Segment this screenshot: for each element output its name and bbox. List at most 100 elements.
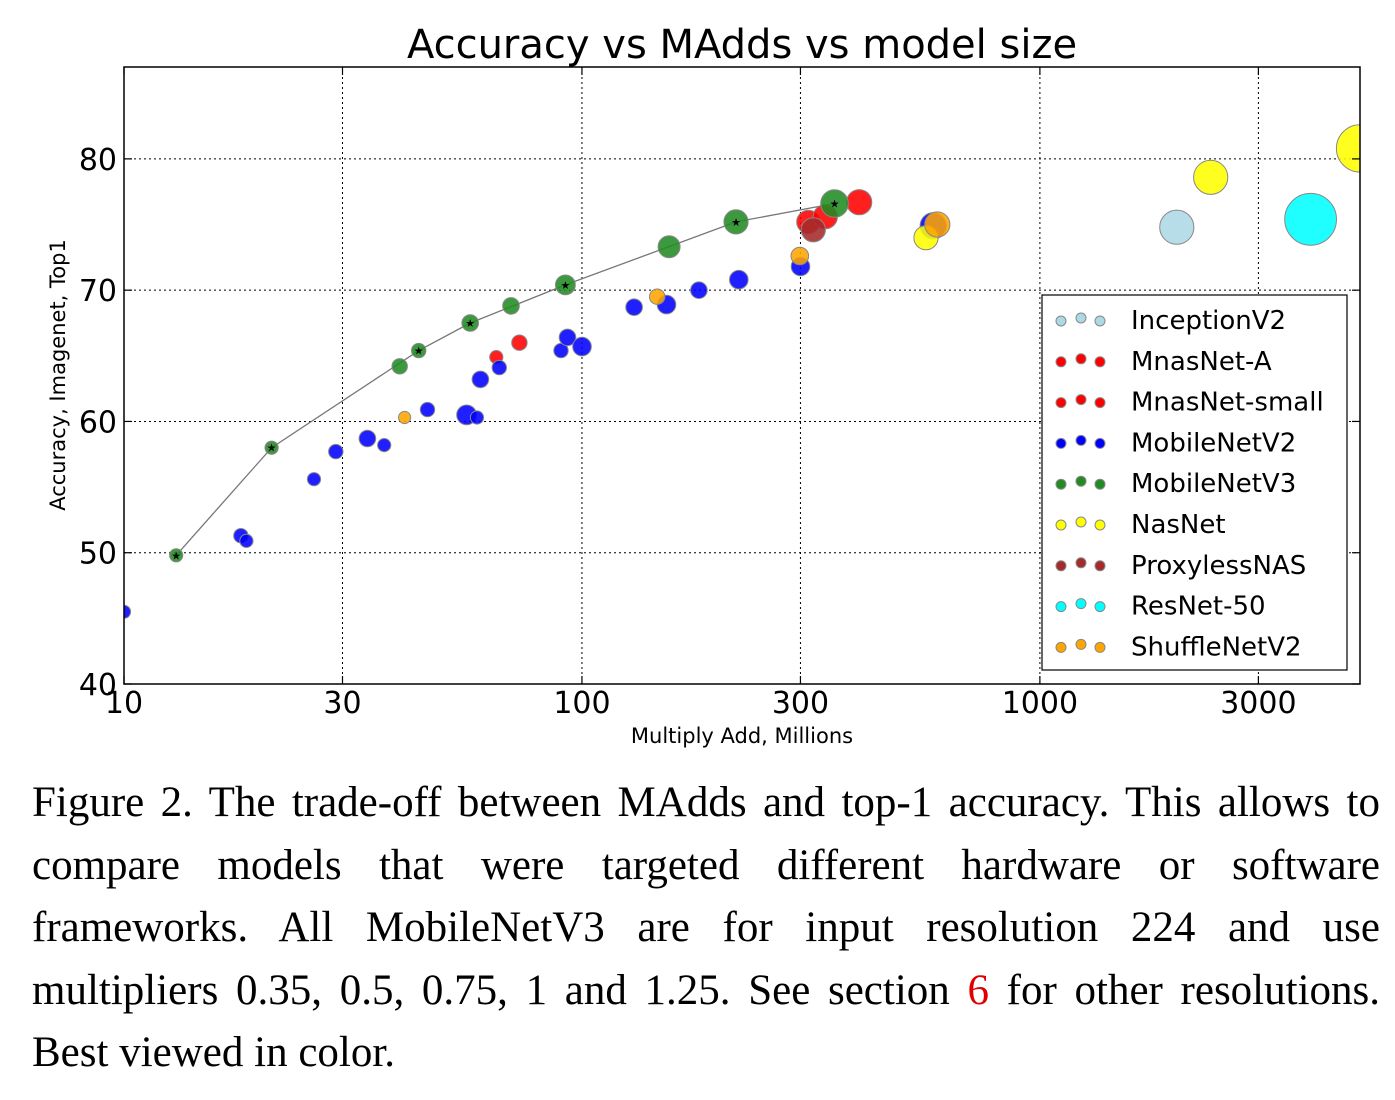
legend-entry: MobileNetV3 xyxy=(1055,469,1296,499)
mobilenetv3-frontier-line xyxy=(175,202,835,556)
point-mobilenetv3 xyxy=(169,548,184,563)
x-tick-label: 10 xyxy=(105,686,143,721)
y-tick-label: 40 xyxy=(79,668,117,703)
legend-marker xyxy=(1094,560,1106,572)
section-reference-link[interactable]: 6 xyxy=(967,966,989,1014)
point-mobilenetv2 xyxy=(553,342,569,359)
y-tick-label: 80 xyxy=(79,143,117,178)
point-mobilenetv2 xyxy=(729,269,749,290)
x-tick-label: 30 xyxy=(323,686,361,721)
caption-text: Figure 2. The trade-off between MAdds an… xyxy=(32,779,1380,1014)
x-tick-label: 300 xyxy=(772,686,829,721)
legend-label: ResNet-50 xyxy=(1131,592,1266,622)
legend-entry: MnasNet-A xyxy=(1055,347,1272,377)
point-shufflenetv2 xyxy=(398,410,412,425)
legend-marker xyxy=(1094,601,1106,613)
legend-marker xyxy=(1075,312,1087,324)
legend-marker xyxy=(1055,478,1067,490)
legend-marker xyxy=(1055,315,1067,327)
point-proxylessnas xyxy=(800,217,826,243)
frontier-star-marker: ★ xyxy=(560,279,570,292)
point-shufflenetv2 xyxy=(790,246,810,266)
legend-marker xyxy=(1094,641,1106,653)
axis-ticks: 10 30 100 300 1000 3000 40 50 60 70 80 xyxy=(79,67,1360,721)
legend-marker xyxy=(1075,434,1087,446)
legend-label: NasNet xyxy=(1131,510,1226,540)
legend: InceptionV2 MnasNet-A MnasNet-small MobileN… xyxy=(1041,294,1348,671)
legend-entry: ShuffleNetV2 xyxy=(1055,632,1302,662)
legend-marker xyxy=(1055,601,1067,613)
y-tick-label: 70 xyxy=(79,274,117,309)
point-mobilenetv3 xyxy=(502,297,520,315)
point-mobilenetv2 xyxy=(328,443,344,460)
point-mobilenetv2 xyxy=(469,410,485,425)
legend-entry: MobileNetV2 xyxy=(1055,428,1296,458)
plot-area-frame xyxy=(123,66,1361,685)
legend-label: MobileNetV3 xyxy=(1131,469,1296,499)
legend-entry: InceptionV2 xyxy=(1055,306,1286,336)
caption-text-end: for other resolutions. Best viewed in co… xyxy=(32,966,1380,1077)
point-mobilenetv2 xyxy=(239,533,254,549)
legend-marker xyxy=(1075,557,1087,569)
legend-marker xyxy=(1075,353,1087,365)
x-axis-label: Multiply Add, Millions xyxy=(631,724,853,748)
point-mobilenetv3 xyxy=(657,235,681,259)
frontier-star-marker: ★ xyxy=(414,345,424,358)
frontier-star-marker: ★ xyxy=(171,549,181,562)
legend-label: MnasNet-A xyxy=(1131,347,1272,377)
y-tick-label: 50 xyxy=(79,537,117,572)
legend-entry: NasNet xyxy=(1055,510,1226,540)
point-mobilenetv3 xyxy=(555,274,576,296)
point-mobilenetv2 xyxy=(419,401,436,418)
point-nasnet xyxy=(1335,124,1360,173)
point-mobilenetv3 xyxy=(264,440,279,455)
legend-marker xyxy=(1075,394,1087,406)
legend-marker xyxy=(1094,437,1106,449)
legend-label: InceptionV2 xyxy=(1131,306,1286,336)
point-resnet-50 xyxy=(1284,192,1337,246)
legend-marker xyxy=(1055,641,1067,653)
x-tick-label: 3000 xyxy=(1220,686,1296,721)
legend-marker xyxy=(1075,598,1087,610)
point-mobilenetv3 xyxy=(461,314,480,332)
point-mobilenetv2 xyxy=(690,281,708,300)
legend-label: MobileNetV2 xyxy=(1131,428,1296,458)
frontier-star-marker: ★ xyxy=(830,198,840,211)
chart: Accuracy vs MAdds vs model size ★★★★★★★ … xyxy=(46,22,1361,748)
y-tick-label: 60 xyxy=(79,405,117,440)
point-mobilenetv2 xyxy=(491,359,507,376)
legend-entry: ProxylessNAS xyxy=(1055,551,1306,581)
legend-label: MnasNet-small xyxy=(1131,388,1324,418)
legend-marker xyxy=(1055,356,1067,368)
point-shufflenetv2 xyxy=(649,288,666,305)
frontier-star-marker: ★ xyxy=(731,216,741,229)
legend-marker xyxy=(1094,478,1106,490)
figure-caption: Figure 2. The trade-off between MAdds an… xyxy=(32,772,1380,1085)
legend-label: ShuffleNetV2 xyxy=(1131,632,1302,662)
legend-marker xyxy=(1055,437,1067,449)
legend-marker xyxy=(1075,475,1087,487)
point-mobilenetv2 xyxy=(558,328,577,347)
legend-marker xyxy=(1075,638,1087,650)
legend-marker xyxy=(1094,315,1106,327)
point-mnasnet-a xyxy=(846,189,873,216)
legend-marker xyxy=(1094,356,1106,368)
legend-marker xyxy=(1094,519,1106,531)
legend-marker xyxy=(1055,519,1067,531)
legend-marker xyxy=(1055,397,1067,409)
frontier-line-layer xyxy=(175,202,835,556)
point-mobilenetv2 xyxy=(306,472,322,487)
point-mobilenetv3 xyxy=(411,342,427,359)
frontier-star-marker: ★ xyxy=(267,442,277,455)
point-mobilenetv2 xyxy=(625,298,643,317)
legend-entry: MnasNet-small xyxy=(1055,388,1324,418)
point-mobilenetv3 xyxy=(391,358,408,375)
frontier-star-marker: ★ xyxy=(465,317,475,330)
point-mnasnet-small xyxy=(511,334,528,351)
point-nasnet xyxy=(1193,159,1229,195)
legend-label: ProxylessNAS xyxy=(1131,551,1306,581)
y-axis-label: Accuracy, Imagenet, Top1 xyxy=(46,239,70,511)
legend-entry: ResNet-50 xyxy=(1055,592,1266,622)
legend-marker xyxy=(1075,516,1087,528)
x-tick-label: 100 xyxy=(553,686,610,721)
